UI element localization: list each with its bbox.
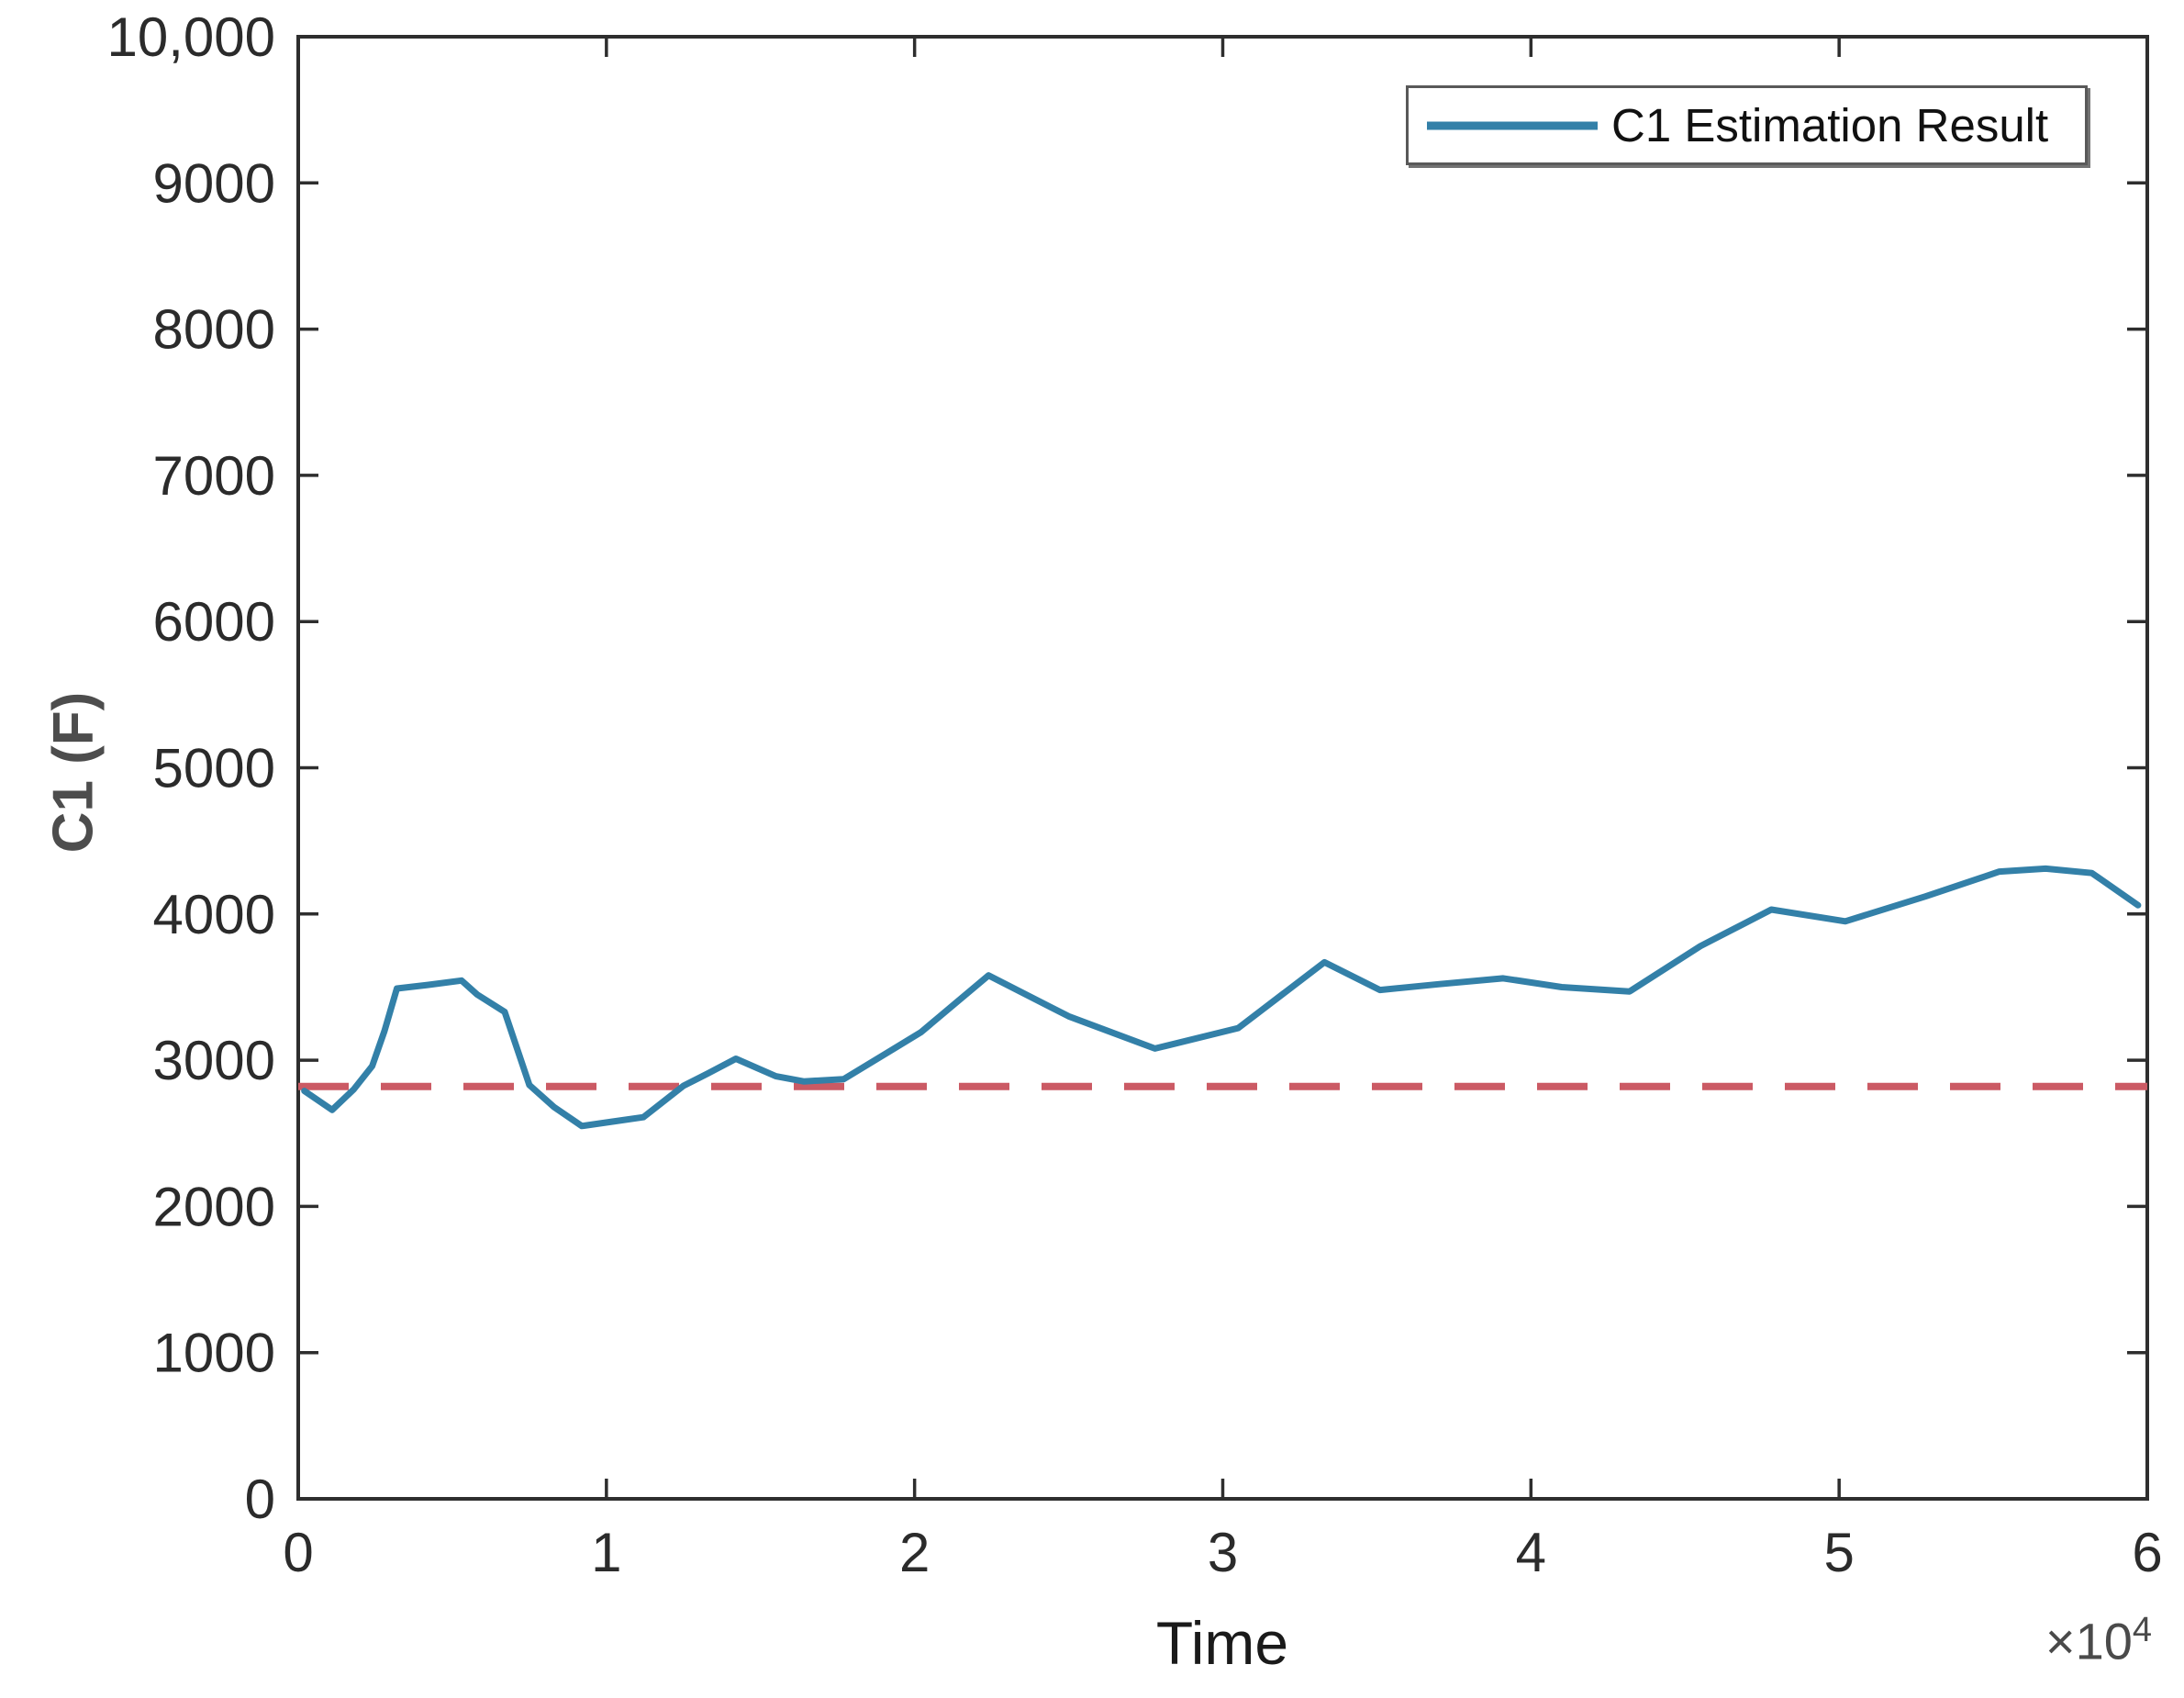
axis-ticks xyxy=(296,35,2149,1501)
y-tick-label: 2000 xyxy=(153,1176,275,1237)
y-tick-label: 5000 xyxy=(153,738,275,799)
y-tick-label: 6000 xyxy=(153,591,275,653)
y-axis-label: C1 (F) xyxy=(41,691,106,854)
y-tick-label: 9000 xyxy=(153,152,275,214)
x-axis-exponent: ×104 xyxy=(2045,1611,2152,1671)
legend-entry-label: C1 Estimation Result xyxy=(1611,99,2049,151)
legend: C1 Estimation Result xyxy=(1406,85,2088,165)
x-tick-label: 5 xyxy=(1823,1522,1854,1583)
y-tick-label: 4000 xyxy=(153,884,275,945)
y-tick-label: 3000 xyxy=(153,1030,275,1091)
x-tick-label: 1 xyxy=(591,1522,621,1583)
x-tick-label: 2 xyxy=(899,1522,930,1583)
c1-estimation-line xyxy=(301,865,2142,1130)
x-tick-label: 6 xyxy=(2132,1522,2162,1583)
y-tick-labels: 0 1000 2000 3000 4000 5000 6000 7000 8000 9000 10,… xyxy=(106,6,275,1530)
x-axis-exponent-prefix: ×10 xyxy=(2045,1612,2133,1670)
legend-line-sample xyxy=(1427,121,1598,129)
x-tick-label: 4 xyxy=(1516,1522,1546,1583)
y-tick-label: 0 xyxy=(245,1469,275,1530)
y-tick-label: 7000 xyxy=(153,445,275,507)
x-tick-labels: 0 1 2 3 4 5 6 xyxy=(283,1522,2162,1583)
x-axis-label: Time xyxy=(1155,1609,1289,1677)
y-tick-label: 1000 xyxy=(153,1323,275,1384)
plot-frame xyxy=(296,35,2149,1501)
y-tick-label: 8000 xyxy=(153,299,275,361)
x-tick-label: 3 xyxy=(1208,1522,1238,1583)
y-tick-label: 10,000 xyxy=(106,6,275,68)
x-tick-label: 0 xyxy=(283,1522,313,1583)
x-axis-exponent-power: 4 xyxy=(2132,1611,2152,1649)
